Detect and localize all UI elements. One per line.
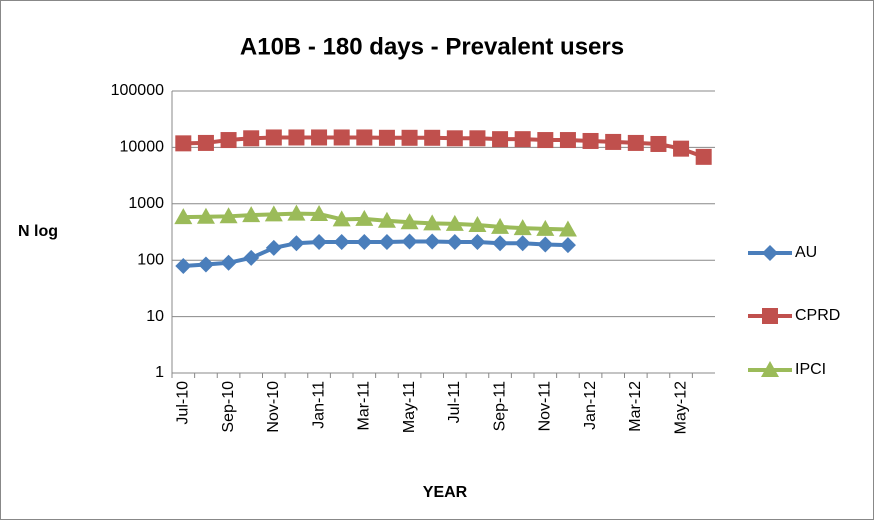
x-tick-label: May-12: [672, 381, 689, 434]
x-axis-title: YEAR: [423, 484, 468, 501]
marker: [197, 256, 214, 273]
marker: [401, 233, 418, 250]
marker: [446, 130, 463, 147]
marker: [650, 135, 667, 152]
marker: [333, 129, 350, 146]
marker: [559, 237, 576, 254]
marker: [377, 211, 396, 228]
marker: [332, 210, 351, 227]
y-tick-label: 10: [146, 308, 164, 325]
x-tick-label: Jan-11: [310, 381, 327, 429]
legend-marker: [762, 308, 778, 324]
marker: [492, 235, 509, 252]
marker: [219, 207, 238, 224]
marker: [605, 133, 622, 150]
marker: [673, 140, 690, 157]
marker: [469, 234, 486, 251]
marker: [513, 219, 532, 236]
marker: [445, 214, 464, 231]
marker: [288, 129, 305, 146]
x-tick-label: Sep-10: [220, 381, 237, 433]
marker: [197, 134, 214, 151]
marker: [243, 249, 260, 266]
x-tick-label: Mar-12: [627, 381, 644, 432]
marker: [175, 135, 192, 152]
y-tick-label: 100: [137, 251, 164, 268]
marker: [378, 129, 395, 146]
marker: [582, 132, 599, 149]
legend-label: CPRD: [795, 307, 840, 324]
marker: [401, 129, 418, 146]
x-tick-label: Jan-12: [582, 381, 599, 430]
marker: [310, 204, 329, 221]
y-tick-label: 100000: [111, 82, 164, 99]
legend-marker: [762, 245, 778, 261]
marker: [220, 254, 237, 271]
marker: [537, 236, 554, 253]
x-tick-label: Nov-10: [265, 381, 282, 433]
marker: [355, 209, 374, 226]
marker: [627, 134, 644, 151]
marker: [400, 213, 419, 230]
marker: [175, 257, 192, 274]
y-tick-label: 1: [155, 364, 164, 381]
y-axis-title: N log: [18, 223, 58, 240]
marker: [220, 132, 237, 149]
x-tick-label: May-11: [401, 381, 418, 433]
marker: [356, 129, 373, 146]
marker: [514, 131, 531, 148]
marker: [536, 219, 555, 236]
marker: [311, 234, 328, 251]
y-tick-label: 10000: [120, 139, 165, 156]
marker: [333, 234, 350, 251]
marker: [446, 234, 463, 251]
marker: [378, 234, 395, 251]
marker: [288, 235, 305, 252]
marker: [264, 205, 283, 222]
marker: [265, 129, 282, 146]
marker: [514, 235, 531, 252]
x-tick-label: Jul-10: [175, 381, 192, 425]
y-tick-label: 1000: [128, 195, 164, 212]
marker: [287, 204, 306, 221]
marker: [695, 148, 712, 165]
marker: [243, 130, 260, 147]
marker: [424, 233, 441, 250]
marker: [196, 207, 215, 224]
x-tick-label: Jul-11: [446, 381, 463, 423]
marker: [491, 217, 510, 234]
marker: [174, 208, 193, 225]
legend-marker: [761, 361, 779, 377]
marker: [492, 131, 509, 148]
chart-title: A10B - 180 days - Prevalent users: [240, 33, 624, 60]
marker: [423, 214, 442, 231]
marker: [469, 130, 486, 147]
marker: [356, 234, 373, 251]
legend-label: AU: [795, 244, 817, 261]
x-tick-label: Nov-11: [537, 381, 554, 431]
marker: [424, 129, 441, 146]
x-tick-label: Mar-11: [356, 381, 373, 431]
legend-label: IPCI: [795, 361, 826, 378]
marker: [468, 216, 487, 233]
marker: [311, 129, 328, 146]
x-tick-label: Sep-11: [491, 381, 508, 432]
marker: [559, 132, 576, 149]
marker: [265, 239, 282, 256]
marker: [537, 132, 554, 149]
marker: [558, 220, 577, 237]
marker: [242, 206, 261, 223]
